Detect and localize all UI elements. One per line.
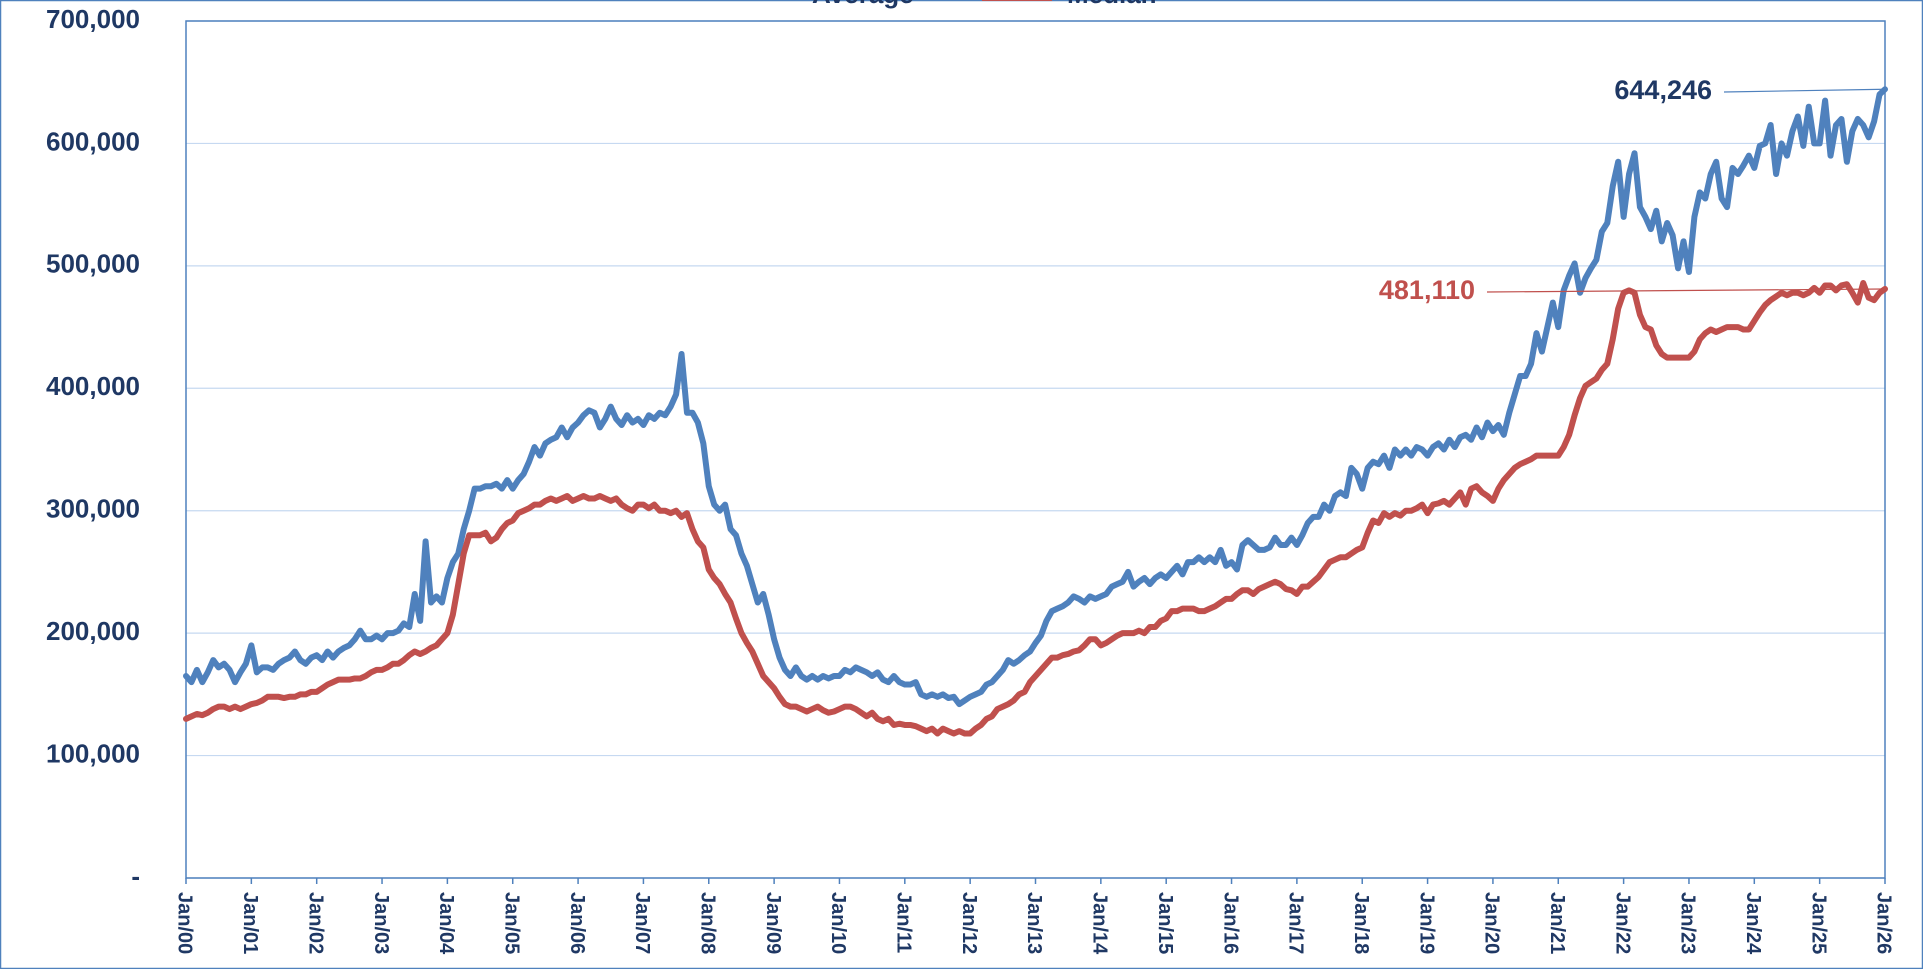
x-tick-label: Jan/24 — [1742, 892, 1764, 955]
x-tick-label: Jan/21 — [1546, 892, 1568, 954]
x-tick-label: Jan/15 — [1154, 892, 1176, 954]
plot-border — [185, 20, 1886, 879]
y-tick-label: - — [131, 861, 140, 891]
x-tick-label: Jan/02 — [304, 892, 326, 954]
x-tick-label: Jan/12 — [958, 892, 980, 954]
y-tick-label: 300,000 — [46, 494, 140, 524]
x-tick-label: Jan/20 — [1481, 892, 1503, 954]
x-tick-label: Jan/26 — [1873, 892, 1895, 954]
x-tick-label: Jan/07 — [631, 892, 653, 954]
x-tick-label: Jan/22 — [1611, 892, 1633, 954]
legend-label: Median — [1067, 0, 1157, 9]
x-tick-label: Jan/17 — [1285, 892, 1307, 954]
x-tick-label: Jan/25 — [1807, 892, 1829, 954]
x-tick-label: Jan/01 — [239, 892, 261, 954]
y-tick-label: 500,000 — [46, 249, 140, 279]
legend-label: Average — [812, 0, 914, 9]
y-tick-label: 100,000 — [46, 738, 140, 768]
y-tick-label: 600,000 — [46, 126, 140, 156]
series-line — [183, 86, 1888, 708]
x-tick-label: Jan/16 — [1219, 892, 1241, 954]
y-tick-label: 400,000 — [46, 371, 140, 401]
x-tick-label: Jan/09 — [762, 892, 784, 954]
x-tick-label: Jan/23 — [1677, 892, 1699, 954]
x-tick-label: Jan/10 — [827, 892, 849, 954]
x-tick-label: Jan/18 — [1350, 892, 1372, 954]
x-tick-label: Jan/13 — [1023, 892, 1045, 954]
leader-line — [1486, 288, 1886, 293]
x-tick-label: Jan/04 — [435, 892, 457, 955]
x-tick-label: Jan/05 — [500, 892, 522, 954]
x-tick-label: Jan/03 — [370, 892, 392, 954]
annotation: 644,246 — [1614, 75, 1712, 105]
x-tick-label: Jan/00 — [174, 892, 196, 954]
leader-line — [1723, 88, 1886, 93]
x-tick-label: Jan/11 — [893, 892, 915, 953]
x-tick-label: Jan/08 — [696, 892, 718, 954]
annotation: 481,110 — [1379, 275, 1475, 305]
y-tick-label: 700,000 — [46, 4, 140, 34]
x-tick-label: Jan/06 — [566, 892, 588, 954]
series-line — [183, 280, 1888, 737]
x-tick-label: Jan/19 — [1415, 892, 1437, 954]
y-tick-label: 200,000 — [46, 616, 140, 646]
x-tick-label: Jan/14 — [1089, 892, 1111, 955]
